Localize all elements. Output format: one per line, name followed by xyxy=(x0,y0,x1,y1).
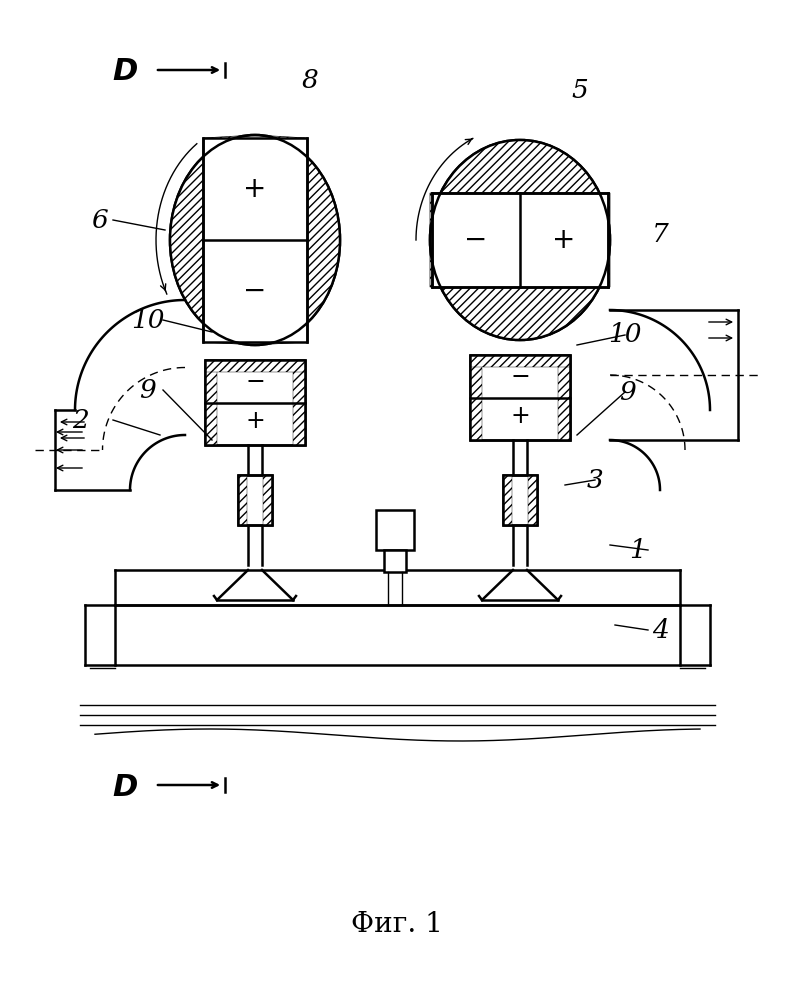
Text: −: − xyxy=(510,365,530,389)
Bar xyxy=(503,475,537,525)
Bar xyxy=(384,550,406,572)
Text: 6: 6 xyxy=(91,208,108,232)
Text: 9: 9 xyxy=(619,379,635,404)
Polygon shape xyxy=(430,240,610,340)
Bar xyxy=(238,475,272,525)
Text: D: D xyxy=(112,772,137,802)
Text: 9: 9 xyxy=(140,377,156,402)
Text: Фиг. 1: Фиг. 1 xyxy=(351,912,443,938)
Text: 4: 4 xyxy=(652,617,669,643)
Text: 10: 10 xyxy=(131,308,164,332)
Polygon shape xyxy=(430,140,610,240)
Bar xyxy=(205,360,305,445)
Bar xyxy=(238,475,247,525)
Text: −: − xyxy=(464,226,488,254)
Bar xyxy=(503,475,537,525)
Text: −: − xyxy=(245,370,265,394)
Polygon shape xyxy=(170,135,255,345)
Bar xyxy=(263,475,272,525)
Text: −: − xyxy=(244,277,267,305)
Polygon shape xyxy=(255,135,340,345)
Text: +: + xyxy=(553,226,576,254)
Text: 3: 3 xyxy=(587,468,603,492)
Ellipse shape xyxy=(170,135,340,345)
Bar xyxy=(205,360,217,445)
Bar xyxy=(470,355,482,440)
Text: 5: 5 xyxy=(572,78,588,103)
Bar xyxy=(115,605,680,665)
Bar xyxy=(470,355,570,440)
Bar xyxy=(470,355,570,440)
Text: +: + xyxy=(243,175,267,203)
Text: +: + xyxy=(510,404,530,428)
Bar xyxy=(528,475,537,525)
Text: +: + xyxy=(245,409,265,433)
Text: D: D xyxy=(112,57,137,87)
Text: 7: 7 xyxy=(652,223,669,247)
Text: 1: 1 xyxy=(630,538,646,562)
Ellipse shape xyxy=(430,140,610,340)
Bar xyxy=(432,193,608,287)
Bar xyxy=(470,355,570,367)
Text: 10: 10 xyxy=(608,322,642,348)
Text: 8: 8 xyxy=(302,68,318,93)
Bar xyxy=(558,355,570,440)
Bar xyxy=(238,475,272,525)
Bar xyxy=(205,360,305,372)
Bar xyxy=(293,360,305,445)
Bar xyxy=(376,510,414,550)
Bar xyxy=(203,138,307,342)
Bar xyxy=(503,475,512,525)
Text: 2: 2 xyxy=(71,408,88,432)
Bar xyxy=(205,360,305,445)
